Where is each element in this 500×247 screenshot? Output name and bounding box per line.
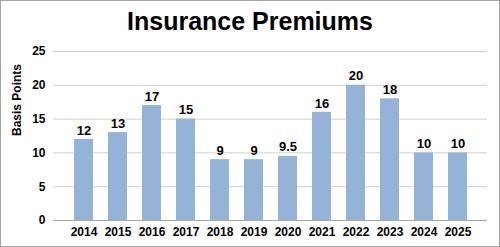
svg-text:20: 20: [32, 78, 46, 92]
svg-text:18: 18: [383, 82, 397, 97]
svg-text:25: 25: [32, 44, 46, 58]
svg-text:17: 17: [145, 89, 159, 104]
svg-text:13: 13: [111, 116, 125, 131]
svg-text:2021: 2021: [309, 225, 336, 239]
svg-text:2018: 2018: [207, 225, 234, 239]
svg-text:9: 9: [250, 143, 257, 158]
svg-text:2014: 2014: [71, 225, 98, 239]
svg-text:2020: 2020: [275, 225, 302, 239]
svg-text:15: 15: [179, 102, 193, 117]
svg-text:2019: 2019: [241, 225, 268, 239]
svg-text:2016: 2016: [139, 225, 166, 239]
svg-text:12: 12: [77, 123, 91, 138]
svg-text:2022: 2022: [343, 225, 370, 239]
svg-text:5: 5: [39, 180, 46, 194]
svg-text:10: 10: [32, 146, 46, 160]
svg-text:15: 15: [32, 112, 46, 126]
svg-text:9: 9: [216, 143, 223, 158]
svg-text:2015: 2015: [105, 225, 132, 239]
svg-text:2023: 2023: [377, 225, 404, 239]
svg-text:2017: 2017: [173, 225, 200, 239]
svg-text:10: 10: [451, 136, 465, 151]
svg-text:2025: 2025: [445, 225, 472, 239]
svg-text:9.5: 9.5: [279, 139, 297, 154]
svg-text:Basis Points: Basis Points: [10, 64, 24, 136]
html-text:Insurance Premiums: Insurance Premiums: [127, 7, 373, 35]
svg-text:16: 16: [315, 96, 329, 111]
svg-text:10: 10: [417, 136, 431, 151]
svg-text:2024: 2024: [411, 225, 438, 239]
svg-text:20: 20: [349, 68, 363, 83]
svg-text:0: 0: [39, 213, 46, 227]
